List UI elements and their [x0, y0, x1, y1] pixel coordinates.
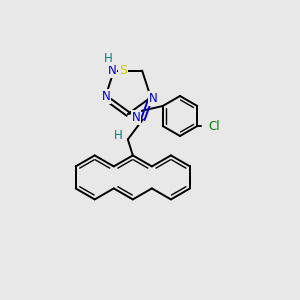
Text: N: N	[148, 92, 157, 105]
Text: H: H	[103, 52, 112, 65]
Text: N: N	[131, 111, 140, 124]
Text: S: S	[119, 64, 127, 77]
Text: N: N	[102, 90, 110, 103]
Text: H: H	[113, 129, 122, 142]
Text: N: N	[107, 64, 116, 77]
Text: Cl: Cl	[208, 119, 220, 133]
